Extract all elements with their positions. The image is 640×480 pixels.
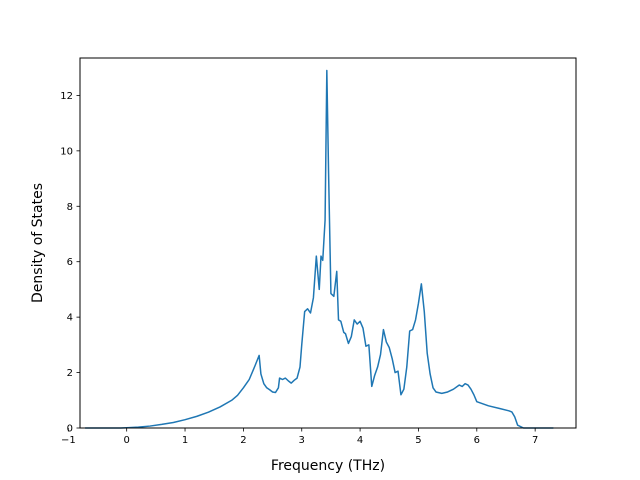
plot-area xyxy=(85,69,554,429)
dos-series-line xyxy=(85,69,554,429)
y-tick-label: 6 xyxy=(67,257,73,268)
x-tick-label: 1 xyxy=(182,435,188,446)
y-tick-label: 10 xyxy=(60,146,73,157)
x-axis-ticks: −1 0 1 2 3 4 5 6 7 xyxy=(61,428,538,446)
x-tick-label: 6 xyxy=(474,435,480,446)
y-tick-label: 8 xyxy=(67,202,73,213)
y-tick-label: 0 xyxy=(67,424,73,435)
y-axis-label: Density of States xyxy=(30,183,46,303)
x-tick-label: 3 xyxy=(299,435,305,446)
x-tick-label: 4 xyxy=(357,435,363,446)
y-axis-ticks: 0 2 4 6 8 10 12 xyxy=(60,91,80,435)
x-axis-label: Frequency (THz) xyxy=(271,458,385,474)
x-tick-label: 5 xyxy=(415,435,421,446)
x-tick-label: 7 xyxy=(532,435,538,446)
x-tick-label: −1 xyxy=(61,435,76,446)
axes-frame xyxy=(79,57,577,429)
y-tick-label: 12 xyxy=(60,91,73,102)
y-tick-label: 4 xyxy=(67,313,73,324)
y-tick-label: 2 xyxy=(67,368,73,379)
x-tick-label: 2 xyxy=(240,435,246,446)
x-tick-label: 0 xyxy=(123,435,129,446)
